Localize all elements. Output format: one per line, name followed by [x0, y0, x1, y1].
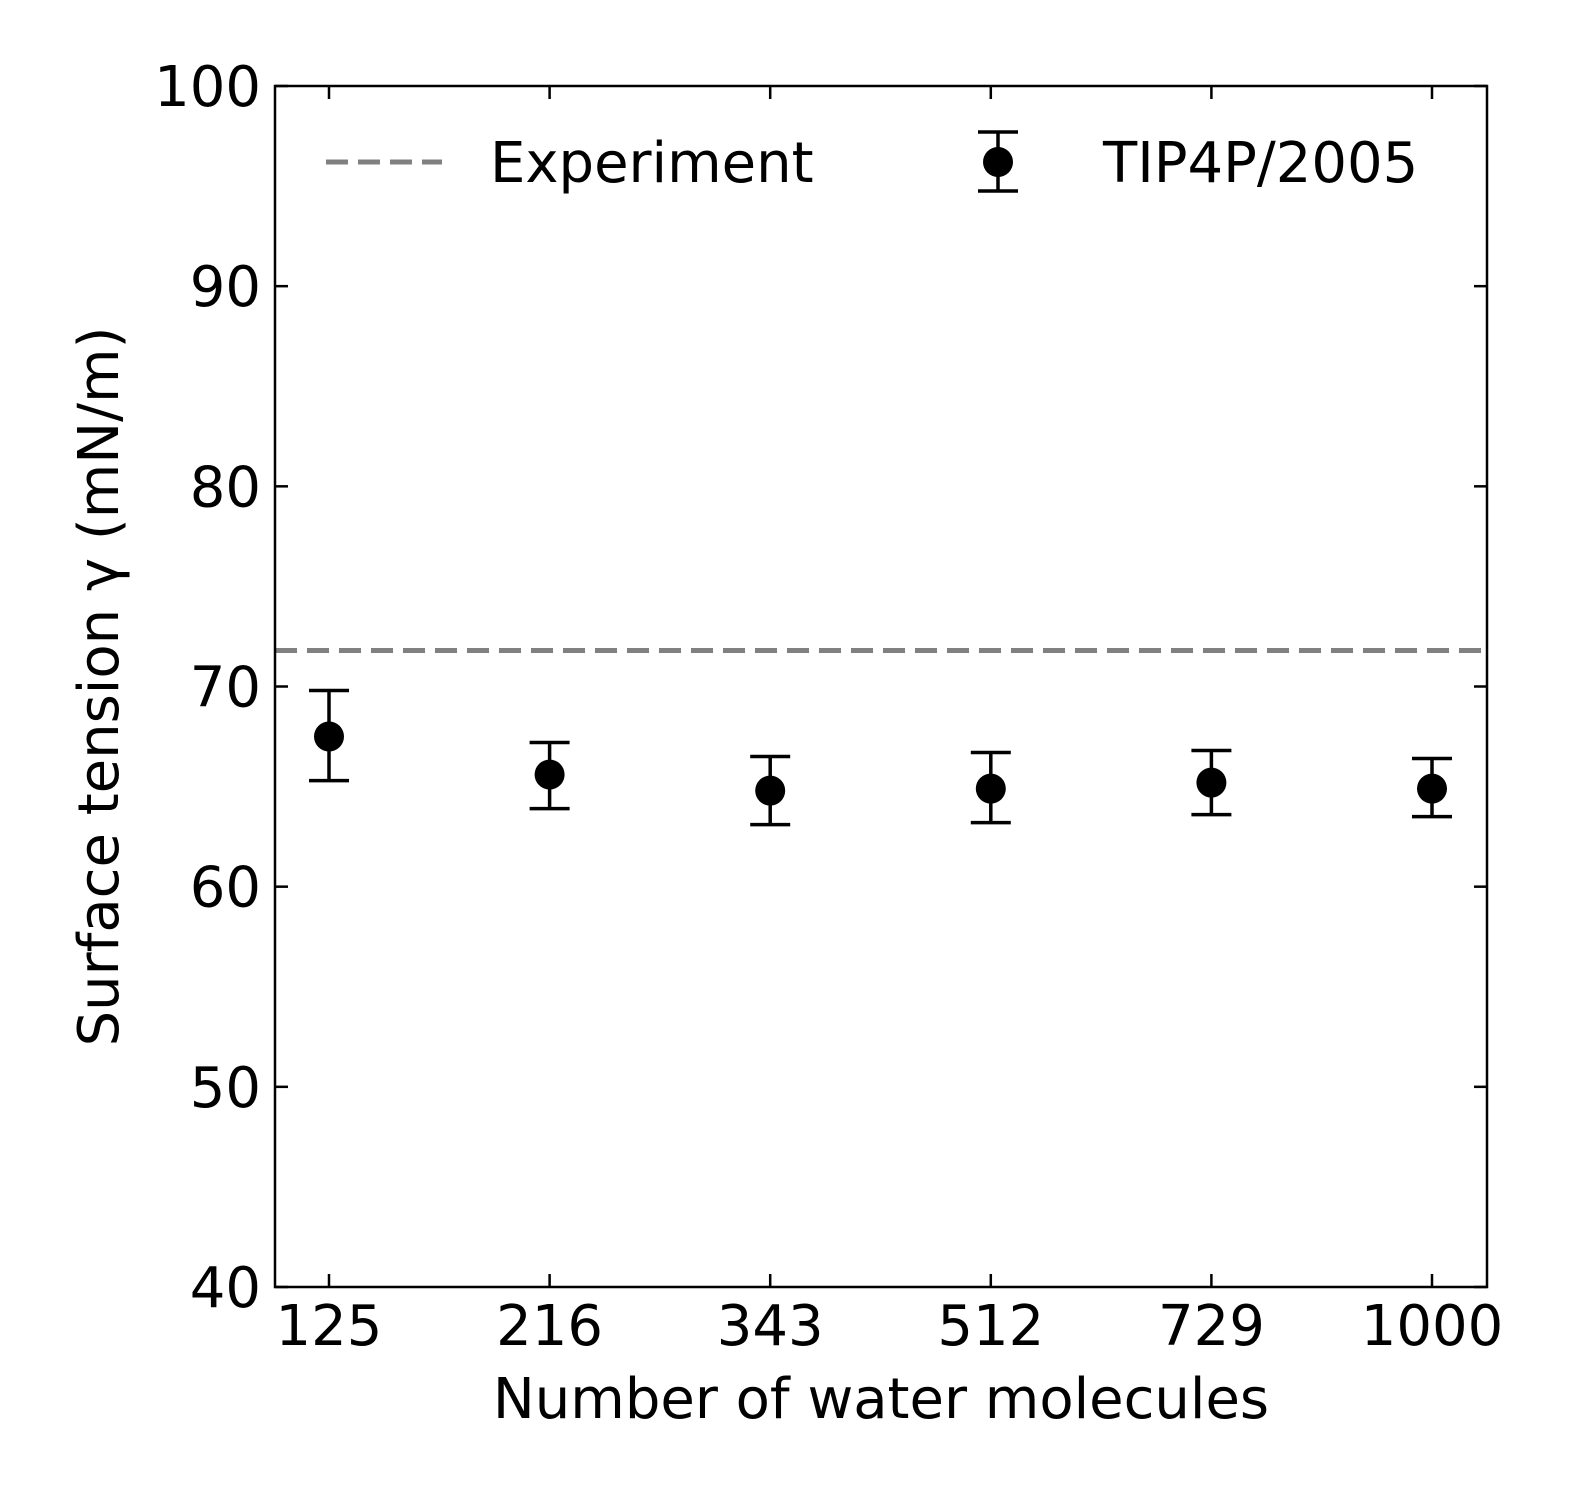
data-point-1000: [1412, 756, 1452, 819]
plot-frame: [273, 84, 1489, 1289]
data-marker: [1417, 773, 1447, 804]
y-tick-label: 70: [190, 656, 261, 721]
legend: Experiment TIP4P/2005: [326, 130, 1418, 196]
data-marker: [534, 759, 565, 790]
data-marker: [975, 773, 1006, 804]
y-tick-label: 100: [154, 55, 261, 120]
data-marker: [314, 721, 344, 752]
legend-experiment-label: Experiment: [490, 131, 814, 196]
x-tick-label: 1000: [1361, 1294, 1504, 1359]
data-point-216: [529, 740, 570, 811]
y-axis-label: Surface tension γ (mN/m): [67, 327, 132, 1047]
axis-ticks: 40 50 60 70 80 90 100 125 216 343 512 729 1000: [154, 55, 1503, 1359]
y-tick-label: 60: [190, 856, 261, 921]
x-axis-label: Number of water molecules: [493, 1367, 1269, 1432]
x-tick-label: 512: [937, 1294, 1044, 1359]
data-point-729: [1191, 748, 1232, 817]
x-tick-label: 216: [496, 1294, 603, 1359]
y-tick-label: 40: [190, 1256, 261, 1321]
data-marker: [755, 775, 786, 806]
x-tick-label: 125: [276, 1294, 383, 1359]
plot-content: [275, 647, 1487, 827]
y-tick-label: 90: [190, 255, 261, 320]
y-tick-label: 50: [190, 1056, 261, 1121]
y-tick-label: 80: [190, 455, 261, 520]
legend-tip4p-label: TIP4P/2005: [1102, 131, 1418, 196]
x-tick-label: 729: [1158, 1294, 1265, 1359]
data-point-125: [309, 688, 349, 783]
data-point-343: [750, 754, 791, 827]
data-point-512: [970, 750, 1011, 825]
legend-tip4p-marker: [978, 130, 1018, 193]
data-marker: [1196, 767, 1227, 798]
legend-marker-dot: [983, 147, 1013, 177]
x-tick-label: 343: [717, 1294, 824, 1359]
